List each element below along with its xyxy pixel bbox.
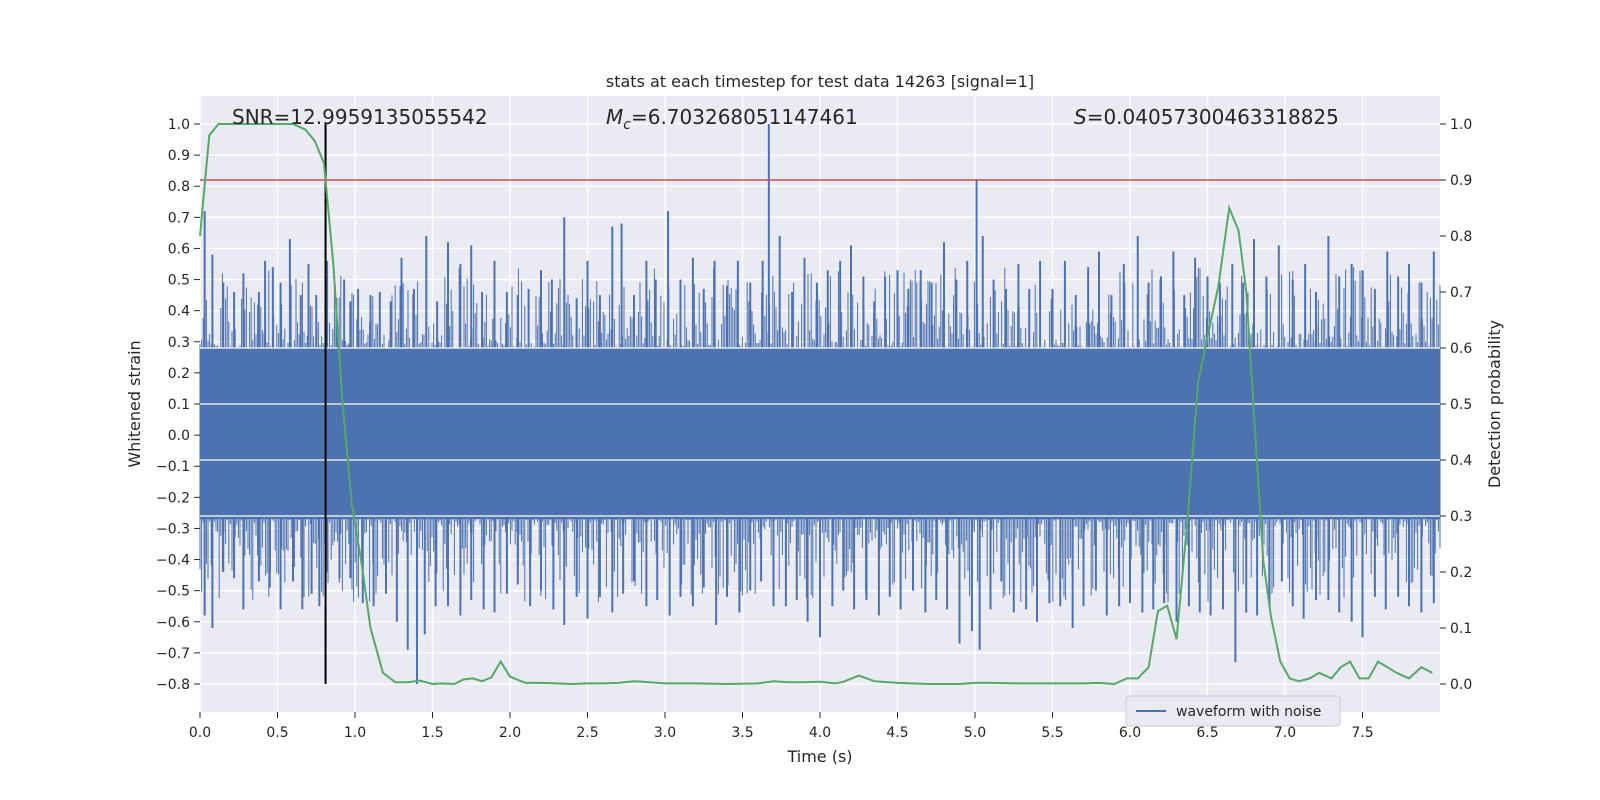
y-axis-label-right: Detection probability	[1485, 320, 1504, 488]
left-tick-label: 0.6	[168, 241, 190, 257]
right-tick-label: 0.6	[1450, 341, 1472, 357]
chirp-mass-symbol: M	[606, 105, 623, 129]
x-tick-label: 0.0	[189, 725, 211, 741]
legend: waveform with noise	[1125, 695, 1341, 727]
x-tick-label: 4.5	[886, 725, 908, 741]
chart-title: stats at each timestep for test data 142…	[606, 72, 1034, 91]
left-tick-label: −0.4	[156, 553, 190, 569]
x-tick-label: 4.0	[809, 725, 831, 741]
left-tick-label: 0.8	[168, 179, 190, 195]
left-tick-label: 0.3	[168, 335, 190, 351]
x-tick-label: 1.5	[421, 725, 443, 741]
legend-box	[1125, 695, 1341, 727]
right-tick-label: 0.9	[1450, 173, 1472, 189]
left-tick-label: 1.0	[168, 117, 190, 133]
left-tick-label: 0.5	[168, 273, 190, 289]
left-tick-label: −0.6	[156, 615, 190, 631]
x-tick-label: 2.5	[576, 725, 598, 741]
x-tick-label: 5.0	[964, 725, 986, 741]
chirp-mass-annotation: Mc=6.703268051147461	[606, 105, 858, 133]
x-tick-label: 3.0	[654, 725, 676, 741]
chirp-mass-subscript: c	[623, 117, 631, 133]
s-annotation: S=0.04057300463318825	[1074, 105, 1339, 129]
left-tick-label: −0.5	[156, 584, 190, 600]
right-axis-ticks: 1.0 0.9 0.8 0.7 0.6 0.5 0.4 0.3 0.2 0.1 0.0	[1440, 117, 1472, 693]
left-axis-ticks: 1.0 0.9 0.8 0.7 0.6 0.5 0.4 0.3 0.2 0.1 0.0 −0.1 −0.…	[156, 117, 200, 693]
right-tick-label: 0.8	[1450, 229, 1472, 245]
x-tick-label: 5.5	[1041, 725, 1063, 741]
waveform-series	[199, 124, 1441, 684]
right-tick-label: 0.4	[1450, 453, 1472, 469]
left-tick-label: −0.7	[156, 646, 190, 662]
y-axis-label-left: Whitened strain	[125, 340, 144, 467]
left-tick-label: 0.9	[168, 148, 190, 164]
x-axis-ticks: 0.0 0.5 1.0 1.5 2.0 2.5 3.0 3.5 4.0 4.5 5.0 5.5 6.0 6…	[189, 712, 1374, 741]
x-tick-label: 1.0	[344, 725, 366, 741]
left-tick-label: −0.8	[156, 677, 190, 693]
legend-label: waveform with noise	[1176, 704, 1321, 720]
left-tick-label: 0.4	[168, 304, 190, 320]
right-tick-label: 0.3	[1450, 509, 1472, 525]
right-tick-label: 0.5	[1450, 397, 1472, 413]
waveform-noise-path	[199, 267, 1441, 603]
probability-series-line	[199, 123, 1433, 686]
right-tick-label: 0.0	[1450, 677, 1472, 693]
right-tick-label: 0.2	[1450, 565, 1472, 581]
left-tick-label: 0.7	[168, 210, 190, 226]
left-tick-label: 0.0	[168, 428, 190, 444]
left-tick-label: −0.3	[156, 521, 190, 537]
s-value: =0.04057300463318825	[1087, 105, 1339, 129]
x-axis-label: Time (s)	[786, 747, 852, 766]
x-tick-label: 0.5	[266, 725, 288, 741]
left-tick-label: −0.2	[156, 490, 190, 506]
left-tick-label: 0.1	[168, 397, 190, 413]
x-tick-label: 6.0	[1119, 725, 1141, 741]
left-tick-label: 0.2	[168, 366, 190, 382]
x-tick-label: 7.0	[1274, 725, 1296, 741]
left-tick-label: −0.1	[156, 459, 190, 475]
right-tick-label: 0.1	[1450, 621, 1472, 637]
x-tick-label: 7.5	[1351, 725, 1373, 741]
snr-annotation: SNR=12.9959135055542	[232, 105, 488, 129]
right-tick-label: 1.0	[1450, 117, 1472, 133]
chirp-mass-value: =6.703268051147461	[631, 105, 858, 129]
s-symbol: S	[1074, 105, 1087, 129]
x-tick-label: 3.5	[731, 725, 753, 741]
x-tick-label: 6.5	[1196, 725, 1218, 741]
right-tick-label: 0.7	[1450, 285, 1472, 301]
x-tick-label: 2.0	[499, 725, 521, 741]
